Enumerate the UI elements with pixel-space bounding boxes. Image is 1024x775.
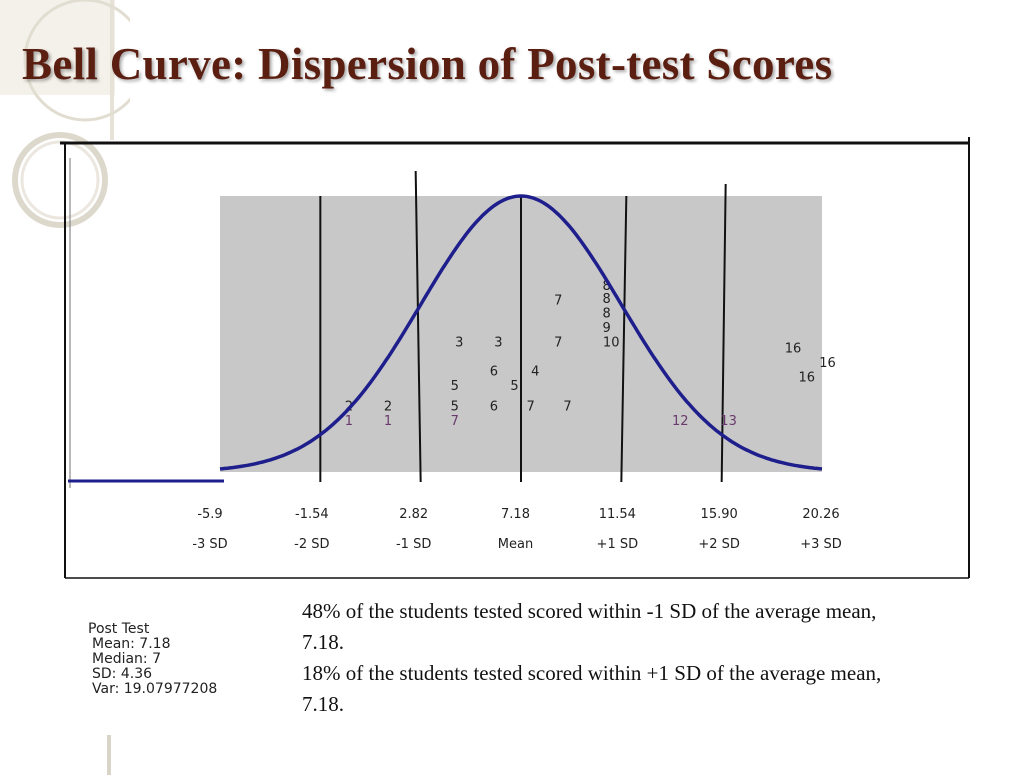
score-label: 16 bbox=[819, 356, 836, 371]
notes-text: 48% of the students tested scored within… bbox=[302, 596, 922, 720]
stats-heading: Post Test bbox=[88, 621, 150, 637]
score-label: 8 bbox=[602, 292, 610, 307]
score-label: 7 bbox=[527, 400, 535, 415]
sd-line bbox=[620, 195, 628, 483]
score-label: 7 bbox=[563, 400, 571, 415]
score-label: 7 bbox=[554, 294, 562, 309]
page-title: Bell Curve: Dispersion of Post-test Scor… bbox=[22, 39, 833, 89]
score-label: 12 bbox=[672, 414, 689, 429]
sd-tick-label: +3 SD bbox=[800, 537, 842, 552]
sd-tick-label: +2 SD bbox=[698, 537, 740, 552]
score-label: 1 bbox=[384, 414, 392, 429]
sd-line bbox=[720, 183, 727, 483]
score-label: 3 bbox=[494, 336, 502, 351]
slide-ornament-bottom bbox=[107, 735, 111, 775]
note-line-2: 18% of the students tested scored within… bbox=[302, 661, 882, 716]
score-label: 3 bbox=[455, 336, 463, 351]
score-label: 10 bbox=[603, 336, 620, 351]
x-tick-labels: -5.9 -3 SD -1.54 -2 SD 2.82 -1 SD 7.18 Mean 11.5… bbox=[192, 507, 841, 552]
sd-tick-label: -1 SD bbox=[396, 537, 431, 552]
stats-mean: Mean: 7.18 bbox=[92, 636, 171, 652]
sd-tick-label: +1 SD bbox=[597, 537, 639, 552]
x-tick-label: -1.54 bbox=[295, 507, 329, 522]
score-label: 16 bbox=[785, 342, 802, 357]
score-label: 5 bbox=[451, 400, 459, 415]
stats-box: Post Test Mean: 7.18 Median: 7 SD: 4.36 … bbox=[88, 622, 217, 697]
x-tick-label: 11.54 bbox=[599, 507, 636, 522]
sd-tick-label: -2 SD bbox=[294, 537, 329, 552]
x-tick-label: -5.9 bbox=[197, 507, 222, 522]
score-label: 6 bbox=[490, 365, 498, 380]
sd-tick-label: Mean bbox=[498, 537, 533, 552]
chart-frame bbox=[60, 137, 970, 579]
slide-ornament bbox=[0, 0, 130, 228]
stats-var: Var: 19.07977208 bbox=[92, 681, 218, 697]
x-tick-label: 15.90 bbox=[701, 507, 738, 522]
stats-sd: SD: 4.36 bbox=[92, 666, 153, 682]
score-label: 2 bbox=[384, 400, 392, 415]
score-label: 9 bbox=[602, 321, 610, 336]
sd-tick-label: -3 SD bbox=[192, 537, 227, 552]
score-label: 1 bbox=[345, 414, 353, 429]
score-label: 5 bbox=[451, 379, 459, 394]
score-label: 16 bbox=[799, 371, 816, 386]
x-tick-label: 2.82 bbox=[399, 507, 428, 522]
score-label: 8 bbox=[602, 307, 610, 322]
score-label: 6 bbox=[490, 400, 498, 415]
score-label: 13 bbox=[720, 414, 737, 429]
x-tick-label: 7.18 bbox=[501, 507, 530, 522]
sd-line bbox=[414, 170, 422, 483]
note-line-1: 48% of the students tested scored within… bbox=[302, 599, 877, 654]
x-tick-label: 20.26 bbox=[802, 507, 839, 522]
score-label: 4 bbox=[531, 365, 539, 380]
score-label: 7 bbox=[554, 336, 562, 351]
score-label: 5 bbox=[510, 379, 518, 394]
score-label: 7 bbox=[451, 414, 459, 429]
bell-curve-line bbox=[219, 194, 823, 471]
score-label: 8 bbox=[602, 279, 610, 294]
stats-median: Median: 7 bbox=[92, 651, 161, 667]
